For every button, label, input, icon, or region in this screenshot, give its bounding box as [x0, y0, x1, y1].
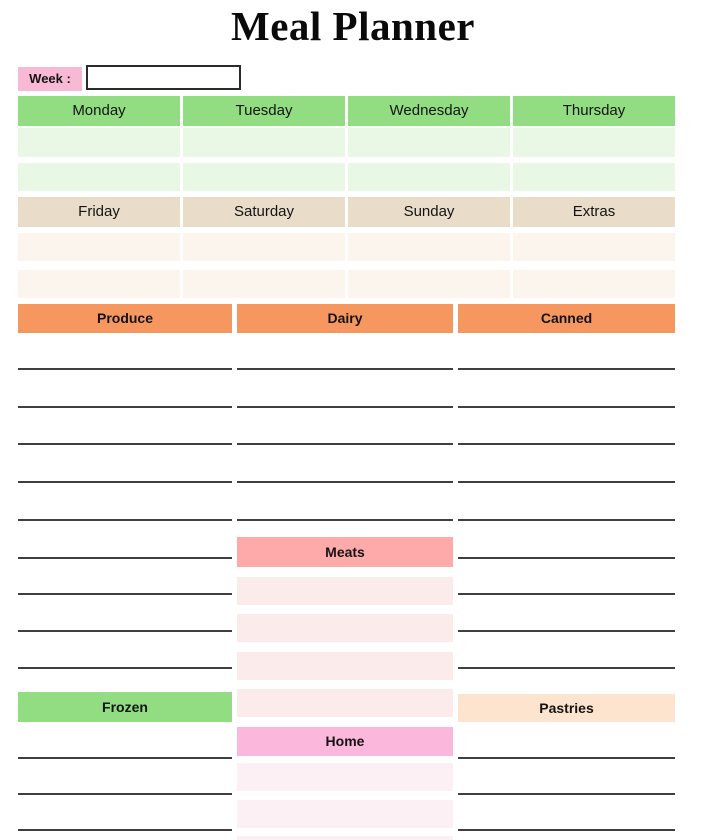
rule-line: [18, 406, 232, 408]
rule-line: [458, 368, 675, 370]
meal-cell: [183, 233, 345, 261]
rule-line: [18, 557, 232, 559]
rule-line: [18, 519, 232, 521]
rule-line: [458, 519, 675, 521]
rule-line: [458, 630, 675, 632]
meal-cell: [513, 270, 675, 298]
list-row: [237, 763, 453, 791]
rule-line: [458, 793, 675, 795]
rule-line: [458, 557, 675, 559]
category-header-produce: Produce: [18, 304, 232, 333]
day-header-friday: Friday: [18, 197, 180, 227]
meal-cell: [513, 233, 675, 261]
list-row: [237, 800, 453, 828]
day-header-thursday: Thursday: [513, 96, 675, 126]
list-row: [237, 652, 453, 680]
meal-cell: [18, 128, 180, 157]
meal-cell: [18, 233, 180, 261]
rule-line: [458, 593, 675, 595]
meal-cell: [513, 128, 675, 157]
day-header-monday: Monday: [18, 96, 180, 126]
meal-cell: [348, 233, 510, 261]
rule-line: [237, 481, 453, 483]
meal-cell: [183, 270, 345, 298]
day-header-tuesday: Tuesday: [183, 96, 345, 126]
day-header-wednesday: Wednesday: [348, 96, 510, 126]
rule-line: [237, 406, 453, 408]
meal-cell: [18, 163, 180, 191]
rule-line: [237, 519, 453, 521]
meal-cell: [183, 163, 345, 191]
category-header-dairy: Dairy: [237, 304, 453, 333]
rule-line: [458, 481, 675, 483]
section-header-frozen: Frozen: [18, 692, 232, 722]
rule-line: [18, 443, 232, 445]
rule-line: [237, 443, 453, 445]
rule-line: [458, 443, 675, 445]
list-row: [237, 577, 453, 605]
meal-cell: [348, 270, 510, 298]
day-header-extras: Extras: [513, 197, 675, 227]
rule-line: [458, 757, 675, 759]
list-row: [237, 614, 453, 642]
list-row: [237, 836, 453, 840]
rule-line: [18, 757, 232, 759]
section-header-pastries: Pastries: [458, 694, 675, 722]
category-header-canned: Canned: [458, 304, 675, 333]
day-header-sunday: Sunday: [348, 197, 510, 227]
rule-line: [18, 481, 232, 483]
meal-cell: [18, 270, 180, 298]
meal-cell: [348, 163, 510, 191]
rule-line: [18, 793, 232, 795]
rule-line: [18, 368, 232, 370]
meal-cell: [183, 128, 345, 157]
section-header-meats: Meats: [237, 537, 453, 567]
week-input[interactable]: [86, 65, 241, 90]
rule-line: [18, 593, 232, 595]
meal-cell: [348, 128, 510, 157]
rule-line: [18, 630, 232, 632]
rule-line: [18, 667, 232, 669]
page-title: Meal Planner: [231, 3, 475, 49]
meal-cell: [513, 163, 675, 191]
week-label: Week :: [18, 67, 82, 91]
rule-line: [237, 368, 453, 370]
rule-line: [18, 829, 232, 831]
list-row: [237, 689, 453, 717]
rule-line: [458, 829, 675, 831]
section-header-home: Home: [237, 727, 453, 756]
rule-line: [458, 667, 675, 669]
rule-line: [458, 406, 675, 408]
day-header-saturday: Saturday: [183, 197, 345, 227]
